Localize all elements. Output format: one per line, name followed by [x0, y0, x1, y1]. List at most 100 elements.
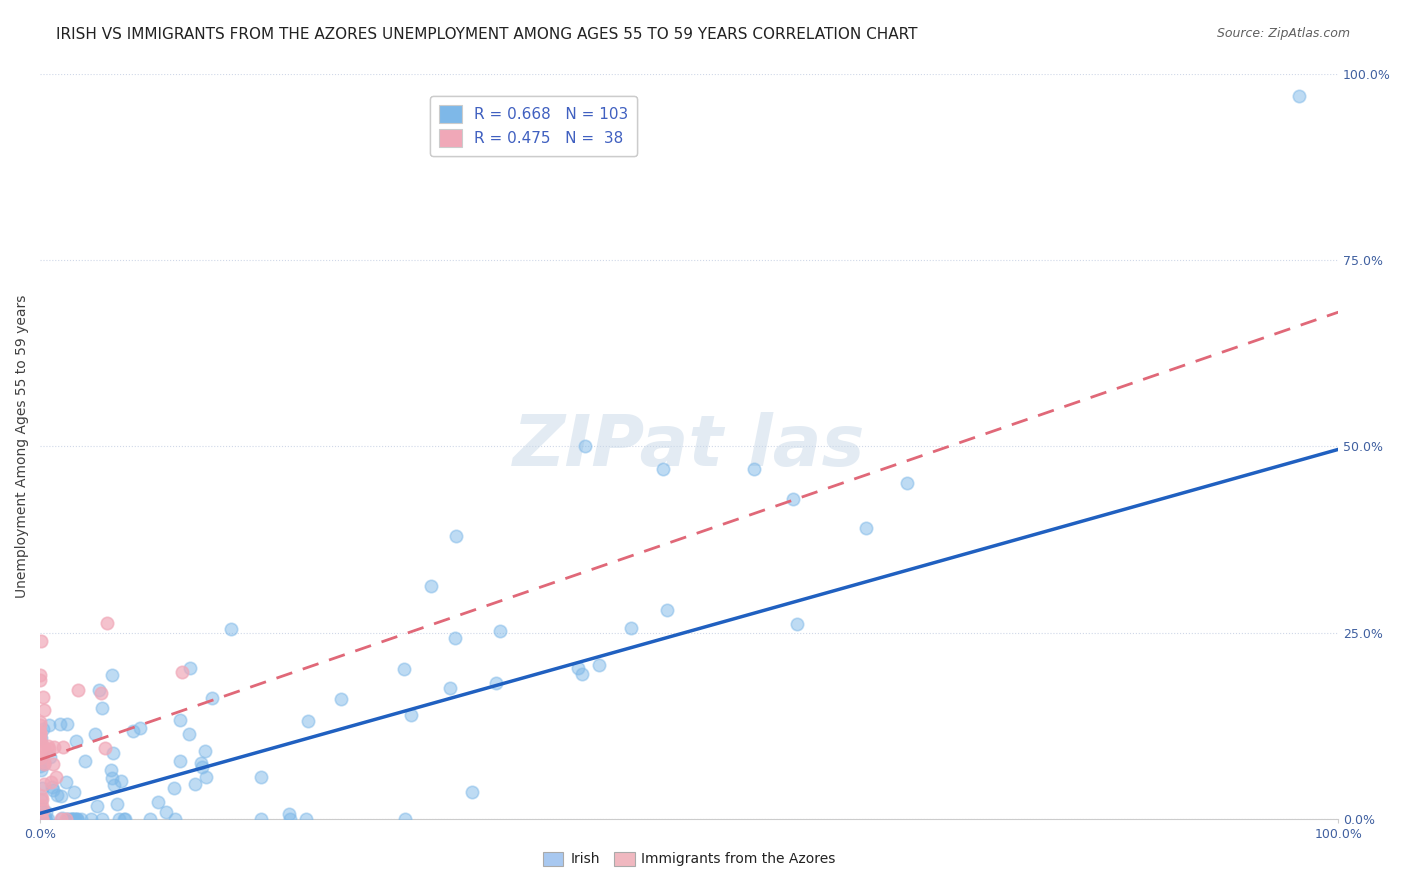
Point [59, 812, 82, 826]
Point [652, 462, 675, 476]
Point [394, 662, 416, 676]
Point [443, 632, 465, 646]
Point [30, 673, 52, 687]
Point [30, 634, 52, 648]
Point [30, 715, 52, 730]
Point [62, 785, 84, 799]
Point [489, 624, 512, 638]
Point [66, 812, 89, 826]
Text: Source: ZipAtlas.com: Source: ZipAtlas.com [1216, 27, 1350, 40]
Point [30, 763, 52, 777]
Legend: R = 0.668   N = 103, R = 0.475   N =  38: R = 0.668 N = 103, R = 0.475 N = 38 [430, 96, 637, 156]
Point [249, 770, 271, 784]
Point [32, 741, 55, 756]
Point [37, 739, 59, 753]
Point [107, 812, 129, 826]
Point [73, 754, 96, 768]
Point [485, 676, 508, 690]
Point [30, 724, 52, 739]
Point [439, 681, 461, 695]
Point [31, 780, 53, 795]
Point [49, 716, 72, 731]
Point [169, 754, 191, 768]
Point [63, 812, 86, 826]
Point [32, 757, 55, 772]
Point [39, 750, 62, 764]
Point [574, 439, 596, 453]
Point [86, 799, 108, 814]
Point [42, 739, 65, 754]
Point [1288, 89, 1310, 103]
Point [51, 811, 73, 825]
Point [401, 707, 423, 722]
Point [571, 667, 593, 681]
Point [41, 775, 63, 789]
Point [34, 812, 56, 826]
Point [38, 741, 60, 756]
Point [100, 763, 122, 777]
Point [49, 789, 72, 803]
Point [38, 718, 60, 732]
Point [30, 812, 52, 826]
Text: IRISH VS IMMIGRANTS FROM THE AZORES UNEMPLOYMENT AMONG AGES 55 TO 59 YEARS CORRE: IRISH VS IMMIGRANTS FROM THE AZORES UNEM… [56, 27, 918, 42]
Point [782, 491, 804, 506]
Point [114, 812, 136, 826]
Point [49, 812, 72, 826]
Point [221, 622, 243, 636]
Point [41, 780, 63, 795]
Point [52, 740, 75, 755]
Point [30, 758, 52, 772]
Point [32, 812, 55, 826]
Point [94, 740, 117, 755]
Point [30, 668, 52, 682]
Point [30, 729, 52, 743]
Point [30, 744, 52, 758]
Point [786, 616, 808, 631]
Point [101, 668, 124, 682]
Point [32, 757, 55, 772]
Point [195, 770, 218, 784]
Point [201, 691, 224, 706]
Point [34, 805, 56, 820]
Point [30, 812, 52, 826]
Point [45, 770, 67, 784]
Point [30, 812, 52, 826]
Point [30, 750, 52, 764]
Point [155, 805, 177, 819]
Point [101, 771, 124, 785]
Point [394, 812, 416, 826]
Point [190, 756, 212, 770]
Point [42, 757, 65, 772]
Point [32, 756, 55, 770]
Point [60, 812, 83, 826]
Point [84, 727, 107, 741]
Point [37, 812, 59, 826]
Point [60, 812, 83, 826]
Point [194, 744, 217, 758]
Point [30, 726, 52, 740]
Point [114, 812, 136, 826]
Point [172, 665, 194, 680]
Point [67, 682, 90, 697]
Point [183, 777, 205, 791]
Point [129, 721, 152, 735]
Point [31, 722, 53, 736]
Point [896, 475, 918, 490]
Point [105, 797, 128, 812]
Point [31, 799, 53, 814]
Point [30, 812, 52, 826]
Point [461, 785, 484, 799]
Point [588, 657, 610, 672]
Point [96, 615, 118, 630]
Point [297, 714, 319, 729]
Point [32, 803, 55, 817]
Point [179, 660, 201, 674]
Point [163, 780, 186, 795]
Point [165, 812, 187, 826]
Point [58, 812, 80, 826]
Point [30, 807, 52, 822]
Point [66, 812, 89, 826]
Point [177, 727, 200, 741]
Point [330, 692, 353, 706]
Point [278, 806, 301, 821]
